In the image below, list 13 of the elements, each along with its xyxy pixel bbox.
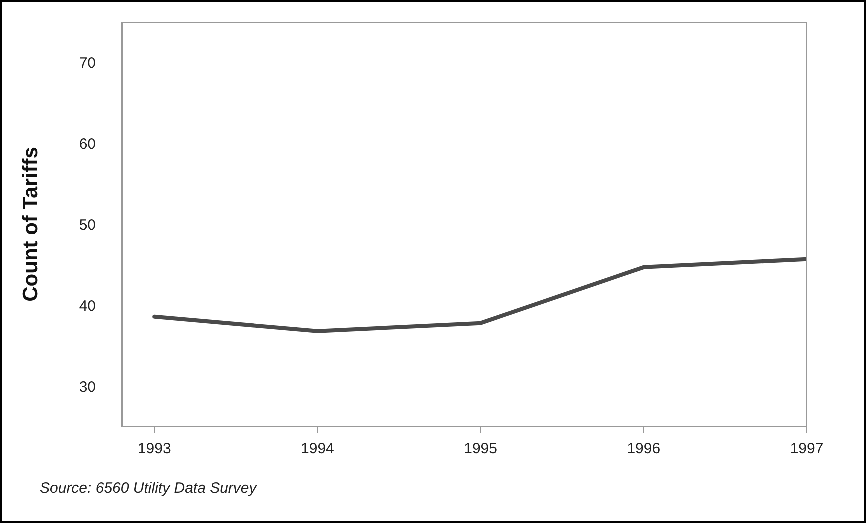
source-note: Source: 6560 Utility Data Survey — [40, 480, 257, 497]
y-tick-label: 60 — [79, 136, 96, 153]
y-tick-label: 40 — [79, 298, 96, 315]
y-tick-label: 30 — [79, 378, 96, 396]
line-series — [152, 257, 807, 334]
x-tick-label: 1995 — [464, 440, 498, 458]
x-tick-label: 1994 — [301, 440, 334, 458]
x-tick-label: 1996 — [627, 440, 661, 458]
y-axis-title: Count of Tariffs — [19, 147, 42, 302]
x-tick-label: 1993 — [138, 440, 172, 458]
x-tick-label: 1997 — [790, 440, 824, 458]
y-tick-label: 50 — [79, 216, 96, 234]
y-tick-label: 70 — [79, 54, 96, 72]
